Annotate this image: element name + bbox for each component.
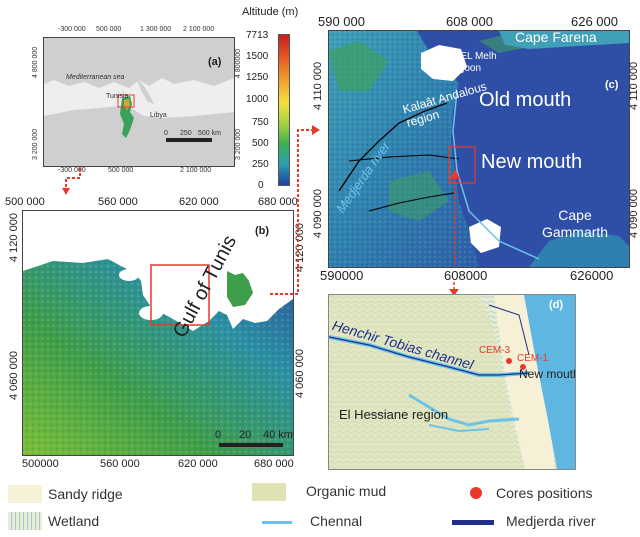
panel-a-scale-500: 500 km xyxy=(198,130,221,137)
panel-b-scale-20: 20 xyxy=(239,429,252,441)
panel-b-map xyxy=(23,211,293,455)
altitude-tick-250: 250 xyxy=(252,159,269,170)
panel-a-scale-250: 250 xyxy=(180,130,192,137)
panel-c-top-tick-1: 590 000 xyxy=(318,14,365,29)
panel-b-label: (b) xyxy=(255,225,270,237)
panel-a-scale-bar xyxy=(166,138,212,142)
panel-b-bottom-tick-2: 560 000 xyxy=(100,458,140,470)
panel-a-bottom-tick-3: 2 100 000 xyxy=(180,167,212,174)
arrow-a-to-b xyxy=(62,168,81,195)
panel-a-top-tick-3: 1 300 000 xyxy=(140,26,172,33)
panel-a-left-tick-2: 3 200 000 xyxy=(32,128,39,160)
panel-a-label: (a) xyxy=(208,56,222,68)
altitude-colorbar xyxy=(278,34,290,186)
core-cem3-label: CEM-3 xyxy=(479,345,511,356)
panel-d: (d) Henchir Tobias channel CEM-3 CEM-1 N… xyxy=(328,294,576,470)
panel-c-right-tick-1: 4 110 000 xyxy=(628,61,640,110)
new-mouth-label: New mouth xyxy=(481,151,583,173)
panel-c-bottom-tick-2: 608000 xyxy=(444,268,488,283)
altitude-tick-0: 0 xyxy=(258,180,264,191)
panel-b-scale-0: 0 xyxy=(215,429,222,441)
legend-organic-mud-swatch xyxy=(252,483,286,501)
panel-d-label: (d) xyxy=(549,299,564,311)
panel-d-map xyxy=(329,295,575,469)
cape-farena-label: Cape Farena xyxy=(515,30,597,45)
panel-b-top-tick-4: 680 000 xyxy=(258,196,298,208)
legend-wetland-label: Wetland xyxy=(48,513,100,529)
panel-a-top-tick-2: 500 000 xyxy=(96,26,122,33)
panel-c-top-tick-2: 608 000 xyxy=(446,14,493,29)
legend-cores-label: Cores positions xyxy=(496,485,593,501)
legend-channel-label: Chennal xyxy=(310,513,363,529)
panel-a-bottom-tick-1: -300 000 xyxy=(58,167,86,174)
panel-b-bottom-tick-4: 680 000 xyxy=(254,458,294,470)
panel-b: (b) Gulf of Tunis 0 20 40 km xyxy=(22,210,294,456)
altitude-tick-1250: 1250 xyxy=(246,72,269,83)
panel-a-right-tick-1: 4 800000 xyxy=(235,48,242,78)
legend-wetland-swatch xyxy=(8,512,42,530)
panel-c-bottom-tick-3: 626000 xyxy=(570,268,614,283)
panel-a-bottom-tick-2: 500 000 xyxy=(108,167,134,174)
panel-c-map xyxy=(329,31,629,267)
arrow-c-to-d xyxy=(449,282,459,296)
altitude-tick-1000: 1000 xyxy=(246,94,269,105)
core-cem1-label: CEM-1 xyxy=(517,353,549,364)
panel-b-top-tick-2: 560 000 xyxy=(98,196,138,208)
panel-c-top-tick-3: 626 000 xyxy=(571,14,618,29)
panel-b-left-tick-2: 4 060 000 xyxy=(8,351,20,400)
legend-organic-mud-label: Organic mud xyxy=(306,483,387,499)
panel-b-bottom-tick-3: 620 000 xyxy=(178,458,218,470)
panel-b-scale-40: 40 km xyxy=(263,429,293,441)
panel-a-right-tick-2: 3 200 000 xyxy=(235,128,242,160)
panel-c-left-tick-1: 4 110 000 xyxy=(312,61,324,110)
panel-b-right-tick-2: 4 060 000 xyxy=(294,349,306,398)
old-mouth-label: Old mouth xyxy=(479,89,572,111)
lagoon-label: Ghar EL Melh lagoon xyxy=(435,51,497,74)
panel-b-top-tick-1: 500 000 xyxy=(5,196,45,208)
altitude-tick-500: 500 xyxy=(252,138,269,149)
panel-c: (c) Cape Farena Ghar EL Melh lagoon Old … xyxy=(328,30,630,268)
libya-label: Libya xyxy=(150,112,167,119)
panel-b-top-tick-3: 620 000 xyxy=(179,196,219,208)
panel-c-bottom-tick-1: 590000 xyxy=(320,268,364,283)
legend-river-label: Medjerda river xyxy=(506,513,596,529)
legend-cores-dot xyxy=(470,487,482,499)
tunisia-label: Tunisia xyxy=(106,93,129,100)
altitude-tick-1500: 1500 xyxy=(246,51,269,62)
panel-c-right-tick-2: 4 090 000 xyxy=(628,189,640,238)
altitude-title: Altitude (m) xyxy=(242,6,299,18)
panel-c-label: (c) xyxy=(605,79,619,91)
panel-a-top-tick-4: 2 100 000 xyxy=(183,26,215,33)
panel-a-top-tick-1: -300 000 xyxy=(58,26,86,33)
mediterranean-sea-label: Mediterranean sea xyxy=(66,74,125,81)
panel-b-left-tick-1: 4 120 000 xyxy=(8,213,20,262)
legend-river-line xyxy=(452,520,494,525)
legend-channel-line xyxy=(262,521,292,524)
cape-gammarth-label: Cape Gammarth xyxy=(541,207,609,240)
legend-sandy-ridge-label: Sandy ridge xyxy=(48,486,123,502)
el-hessiane-label: El Hessiane region xyxy=(339,407,449,422)
panel-c-left-tick-2: 4 090 000 xyxy=(312,189,324,238)
panel-a-map xyxy=(44,38,234,166)
panel-a-scale-0: 0 xyxy=(164,130,168,137)
panel-b-bottom-tick-1: 500000 xyxy=(22,458,59,470)
legend-sandy-ridge-swatch xyxy=(8,485,42,503)
altitude-tick-750: 750 xyxy=(252,117,269,128)
panel-a-left-tick-1: 4 800 000 xyxy=(32,46,39,78)
arrow-b-to-c xyxy=(270,125,320,295)
panel-a: Mediterranean sea Tunisia Libya (a) 0 25… xyxy=(43,37,235,167)
new-mouth-d-label: New mouth xyxy=(519,367,576,381)
panel-b-scale-bar xyxy=(219,443,283,447)
altitude-tick-7713: 7713 xyxy=(246,30,269,41)
